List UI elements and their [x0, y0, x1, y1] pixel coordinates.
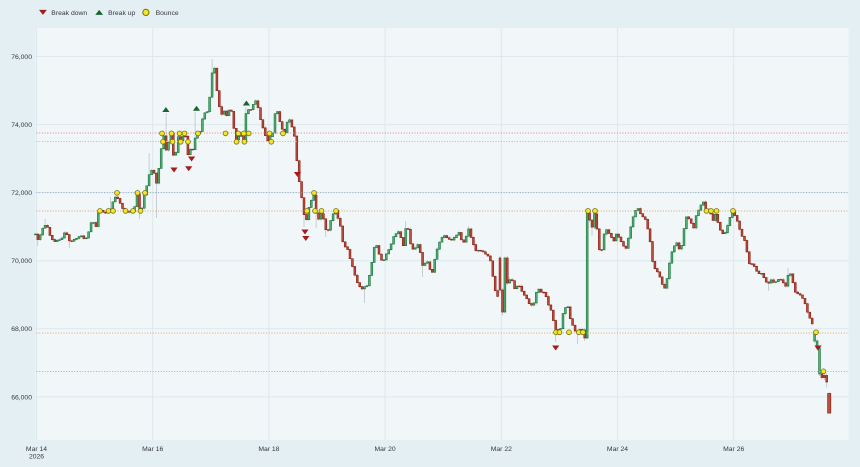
svg-text:Mar 18: Mar 18	[258, 446, 279, 453]
svg-text:76,000: 76,000	[11, 54, 32, 61]
svg-text:Break up: Break up	[108, 10, 135, 17]
svg-text:Mar 26: Mar 26	[723, 446, 744, 453]
svg-text:Break down: Break down	[51, 10, 87, 17]
svg-text:Mar 14: Mar 14	[26, 446, 47, 453]
svg-text:Mar 16: Mar 16	[142, 446, 163, 453]
svg-text:Mar 20: Mar 20	[375, 446, 396, 453]
svg-text:66,000: 66,000	[11, 394, 32, 401]
svg-text:74,000: 74,000	[11, 122, 32, 129]
svg-text:Mar 22: Mar 22	[491, 446, 512, 453]
svg-text:Mar 24: Mar 24	[607, 446, 628, 453]
svg-text:Bounce: Bounce	[156, 10, 179, 17]
svg-text:70,000: 70,000	[11, 258, 32, 265]
svg-text:72,000: 72,000	[11, 190, 32, 197]
svg-text:68,000: 68,000	[11, 326, 32, 333]
svg-text:2026: 2026	[29, 454, 44, 461]
